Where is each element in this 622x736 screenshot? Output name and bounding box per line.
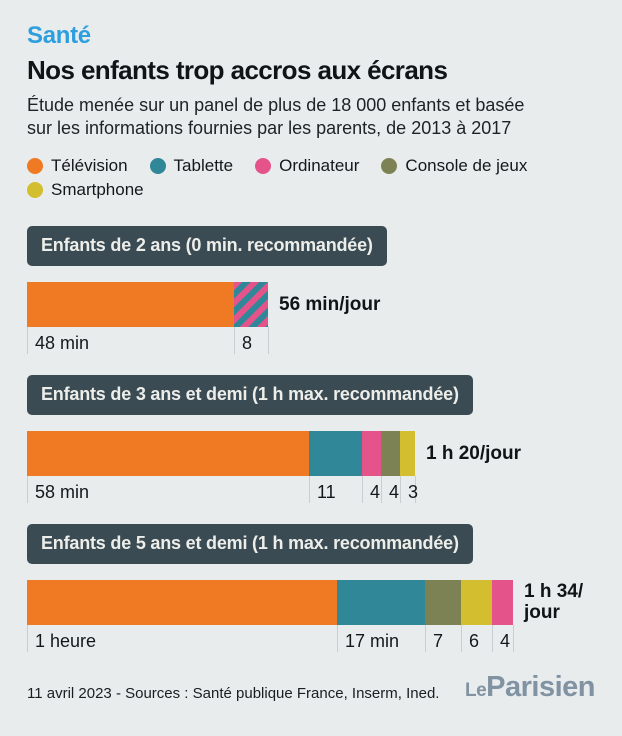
segment-smartphone [461, 579, 492, 625]
segment-value-label: 6 [469, 630, 480, 651]
footer: 11 avril 2023 - Sources : Santé publique… [27, 670, 596, 703]
segment-ordinateur [492, 579, 513, 625]
boundary-tick [415, 475, 416, 503]
chart-section-3: Enfants de 5 ans et demi (1 h max. recom… [27, 523, 595, 656]
segment-value-label: 3 [408, 481, 419, 502]
total-label: 56 min/jour [279, 293, 381, 315]
segment-value-label: 11 [317, 481, 336, 502]
legend: Télévision Tablette Ordinateur Console de j… [27, 156, 572, 200]
chart-section-2: Enfants de 3 ans et demi (1 h max. recom… [27, 374, 595, 507]
boundary-tick [27, 475, 28, 503]
legend-label: Télévision [51, 155, 128, 175]
segment-television [27, 579, 337, 625]
age-group-header: Enfants de 3 ans et demi (1 h max. recom… [27, 374, 473, 415]
chart-section-1: Enfants de 2 ans (0 min. recommandée) 56 … [27, 225, 595, 358]
segment-television [27, 430, 309, 476]
legend-dot-console-icon [381, 157, 398, 174]
segment-tablette-ordinateur [234, 281, 268, 327]
legend-label: Smartphone [51, 179, 144, 199]
charts-container: Enfants de 2 ans (0 min. recommandée) 56 … [27, 225, 595, 656]
segment-console [381, 430, 400, 476]
legend-dot-smartphone-icon [27, 181, 43, 198]
legend-label: Tablette [173, 155, 234, 175]
legend-item-console: Console de jeux [381, 156, 527, 176]
logo-le: Le [464, 679, 487, 701]
segment-value-label: 4 [370, 481, 381, 502]
bar-row: 1 h 20/jour [27, 430, 595, 476]
boundary-tick [234, 326, 235, 354]
legend-dot-television-icon [27, 157, 43, 174]
legend-item-smartphone: Smartphone [27, 180, 144, 200]
page-title: Nos enfants trop accros aux écrans [27, 55, 448, 85]
source-text: 11 avril 2023 - Sources : Santé publique… [27, 684, 440, 702]
boundary-tick [362, 475, 363, 503]
segment-smartphone [400, 430, 415, 476]
stacked-bar [27, 430, 415, 476]
boundary-tick [268, 326, 269, 354]
boundary-tick [461, 624, 462, 652]
segment-tablette [337, 579, 425, 625]
age-group-header: Enfants de 5 ans et demi (1 h max. recom… [27, 523, 473, 564]
segment-console [425, 579, 461, 625]
total-label: 1 h 20/jour [426, 442, 522, 464]
total-label: 1 h 34/ jour [524, 581, 584, 624]
bar-row: 1 h 34/ jour [27, 579, 595, 625]
segment-labels-row: 1 heure 17 min 7 6 4 [27, 624, 595, 656]
boundary-tick [27, 624, 28, 652]
boundary-tick [381, 475, 382, 503]
segment-value-label: 17 min [345, 630, 400, 651]
age-group-header: Enfants de 2 ans (0 min. recommandée) [27, 225, 387, 266]
stacked-bar [27, 579, 513, 625]
boundary-tick [27, 326, 28, 354]
segment-television [27, 281, 234, 327]
boundary-tick [492, 624, 493, 652]
segment-labels-row: 58 min 11 4 4 3 [27, 475, 595, 507]
segment-value-label: 48 min [35, 332, 90, 353]
legend-label: Console de jeux [405, 155, 528, 175]
segment-value-label: 4 [389, 481, 400, 502]
segment-value-label: 58 min [35, 481, 90, 502]
segment-value-label: 7 [433, 630, 444, 651]
boundary-tick [309, 475, 310, 503]
logo-parisien: Parisien [486, 670, 595, 703]
boundary-tick [425, 624, 426, 652]
segment-value-label: 8 [242, 332, 253, 353]
legend-item-ordinateur: Ordinateur [255, 156, 359, 176]
boundary-tick [513, 624, 514, 652]
segment-ordinateur [362, 430, 381, 476]
kicker: Santé [27, 22, 91, 49]
segment-tablette [309, 430, 362, 476]
stacked-bar [27, 281, 268, 327]
legend-dot-ordinateur-icon [255, 157, 272, 174]
legend-label: Ordinateur [279, 155, 360, 175]
legend-item-tablette: Tablette [149, 155, 234, 176]
boundary-tick [337, 624, 338, 652]
boundary-tick [400, 475, 401, 503]
segment-value-label: 4 [500, 630, 511, 651]
subtitle: Étude menée sur un panel de plus de 18 0… [27, 95, 525, 139]
legend-dot-tablette-icon [149, 157, 166, 174]
bar-row: 56 min/jour [27, 281, 595, 327]
segment-value-label: 1 heure [35, 630, 97, 651]
le-parisien-logo: LeParisien [464, 670, 596, 703]
segment-labels-row: 48 min 8 [27, 326, 595, 358]
legend-item-television: Télévision [27, 156, 128, 176]
